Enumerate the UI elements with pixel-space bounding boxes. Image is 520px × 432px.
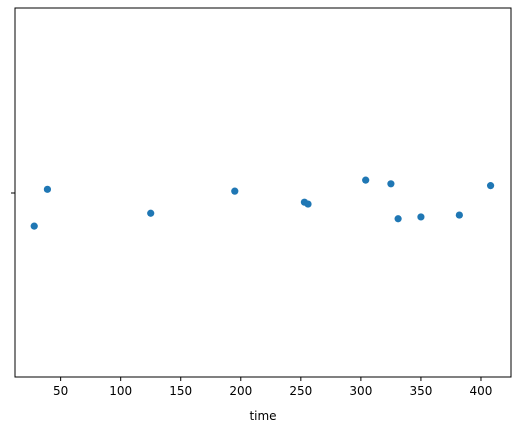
data-point	[362, 176, 370, 184]
data-point	[43, 185, 52, 193]
data-points	[30, 176, 495, 230]
data-point	[147, 209, 155, 217]
x-tick-label: 350	[409, 384, 432, 398]
data-point	[417, 213, 425, 221]
data-point	[486, 182, 495, 190]
data-point	[231, 187, 239, 195]
plot-area	[14, 7, 512, 378]
data-point	[455, 211, 463, 219]
data-point	[387, 180, 395, 188]
x-tick-label: 150	[169, 384, 192, 398]
data-point	[30, 222, 38, 230]
data-point	[304, 200, 312, 208]
x-tick-label: 200	[229, 384, 252, 398]
x-axis: 50 100 150 200 250 300 350 400	[53, 377, 492, 398]
x-tick-label: 400	[470, 384, 493, 398]
data-point	[394, 215, 402, 223]
x-tick-label: 50	[53, 384, 68, 398]
x-tick-label: 100	[109, 384, 132, 398]
x-tick-label: 250	[289, 384, 312, 398]
x-axis-label: time	[249, 409, 276, 423]
x-tick-label: 300	[349, 384, 372, 398]
